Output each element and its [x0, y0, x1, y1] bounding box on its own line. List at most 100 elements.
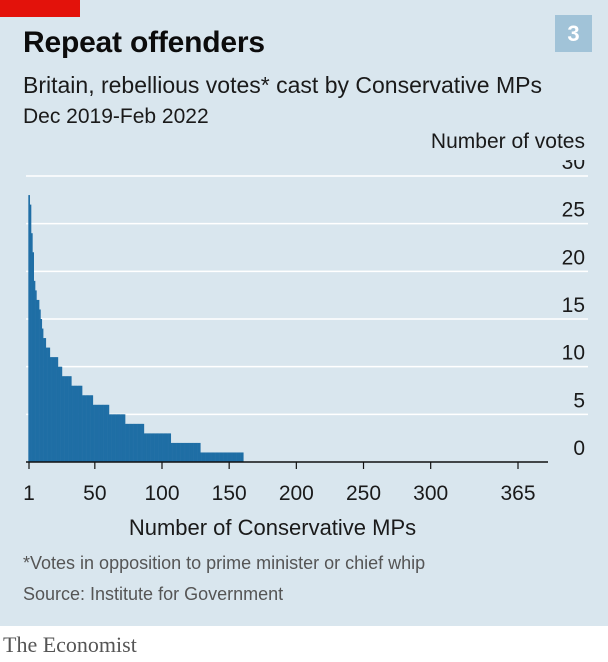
publisher-logo: The Economist: [3, 632, 137, 657]
bar: [96, 404, 99, 462]
bar: [106, 404, 108, 462]
bar: [196, 442, 198, 462]
x-tick-label: 300: [413, 482, 448, 505]
bar: [168, 433, 170, 462]
x-tick-label: 1: [23, 482, 35, 505]
bar: [211, 452, 213, 462]
bar: [112, 414, 115, 462]
bar: [122, 414, 125, 462]
bar: [224, 452, 227, 462]
x-tick-label: 100: [144, 482, 179, 505]
bar: [173, 442, 176, 462]
bar: [84, 395, 87, 462]
bar: [74, 385, 76, 462]
bar: [130, 423, 133, 462]
bar: [177, 442, 180, 462]
bar: [172, 442, 174, 462]
bar: [99, 404, 102, 462]
bar: [237, 452, 240, 462]
bar: [133, 423, 135, 462]
bar: [56, 357, 59, 462]
bar: [139, 423, 142, 462]
bar: [231, 452, 233, 462]
y-tick-label: 30: [562, 160, 585, 174]
bar: [67, 376, 69, 462]
chart-number-badge: 3: [555, 15, 592, 52]
bar: [149, 433, 151, 462]
bar: [65, 376, 68, 462]
brand-red-tag: [0, 0, 80, 17]
bar: [36, 299, 39, 462]
y-tick-label: 15: [562, 294, 585, 317]
y-tick-label: 20: [562, 246, 585, 269]
bar: [127, 423, 130, 462]
x-tick-label: 365: [500, 482, 535, 505]
bar: [235, 452, 237, 462]
bar: [68, 376, 71, 462]
bar: [45, 347, 48, 462]
y-tick-label: 25: [562, 199, 585, 222]
bar: [119, 414, 122, 462]
bar: [135, 423, 138, 462]
bar: [47, 347, 49, 462]
bar: [169, 433, 172, 462]
bar: [88, 395, 91, 462]
bar: [80, 385, 83, 462]
bar: [190, 442, 193, 462]
bar: [194, 442, 197, 462]
bar: [39, 309, 41, 462]
bar: [166, 433, 169, 462]
bar: [129, 423, 131, 462]
x-tick-label: 150: [212, 482, 247, 505]
y-axis-label: Number of votes: [430, 130, 585, 153]
bar: [110, 414, 112, 462]
bar: [108, 414, 111, 462]
bar: [215, 452, 217, 462]
bar: [115, 414, 118, 462]
bar: [103, 404, 106, 462]
bar: [209, 452, 212, 462]
bar: [51, 357, 53, 462]
bar: [164, 433, 166, 462]
bar: [158, 433, 161, 462]
bar: [217, 452, 220, 462]
bar: [55, 357, 57, 462]
bar: [90, 395, 92, 462]
bar: [185, 442, 188, 462]
bar: [180, 442, 182, 462]
bar: [33, 280, 36, 462]
chart-panel: [0, 0, 608, 626]
bar: [141, 423, 143, 462]
bar: [181, 442, 184, 462]
bar: [86, 395, 88, 462]
bar: [69, 376, 72, 462]
footnote: *Votes in opposition to prime minister o…: [23, 553, 426, 573]
y-tick-label: 0: [573, 437, 585, 460]
bar: [165, 433, 167, 462]
bar: [223, 452, 225, 462]
x-tick-label: 200: [279, 482, 314, 505]
bar: [155, 433, 158, 462]
date-range: Dec 2019-Feb 2022: [23, 105, 209, 128]
bar: [121, 414, 123, 462]
bar: [189, 442, 192, 462]
bar: [60, 366, 63, 462]
bar: [52, 357, 55, 462]
bar: [186, 442, 189, 462]
bar: [40, 319, 43, 462]
bar: [229, 452, 232, 462]
x-axis-label: Number of Conservative MPs: [128, 515, 417, 540]
bar: [92, 404, 95, 462]
bar: [131, 423, 134, 462]
bar: [142, 423, 145, 462]
bar: [182, 442, 185, 462]
bar: [227, 452, 229, 462]
bar: [94, 404, 96, 462]
bar: [147, 433, 150, 462]
y-tick-label: 10: [562, 342, 585, 365]
bar: [162, 433, 165, 462]
bar: [82, 395, 84, 462]
bar: [64, 376, 67, 462]
bar: [154, 433, 157, 462]
bar: [72, 385, 75, 462]
